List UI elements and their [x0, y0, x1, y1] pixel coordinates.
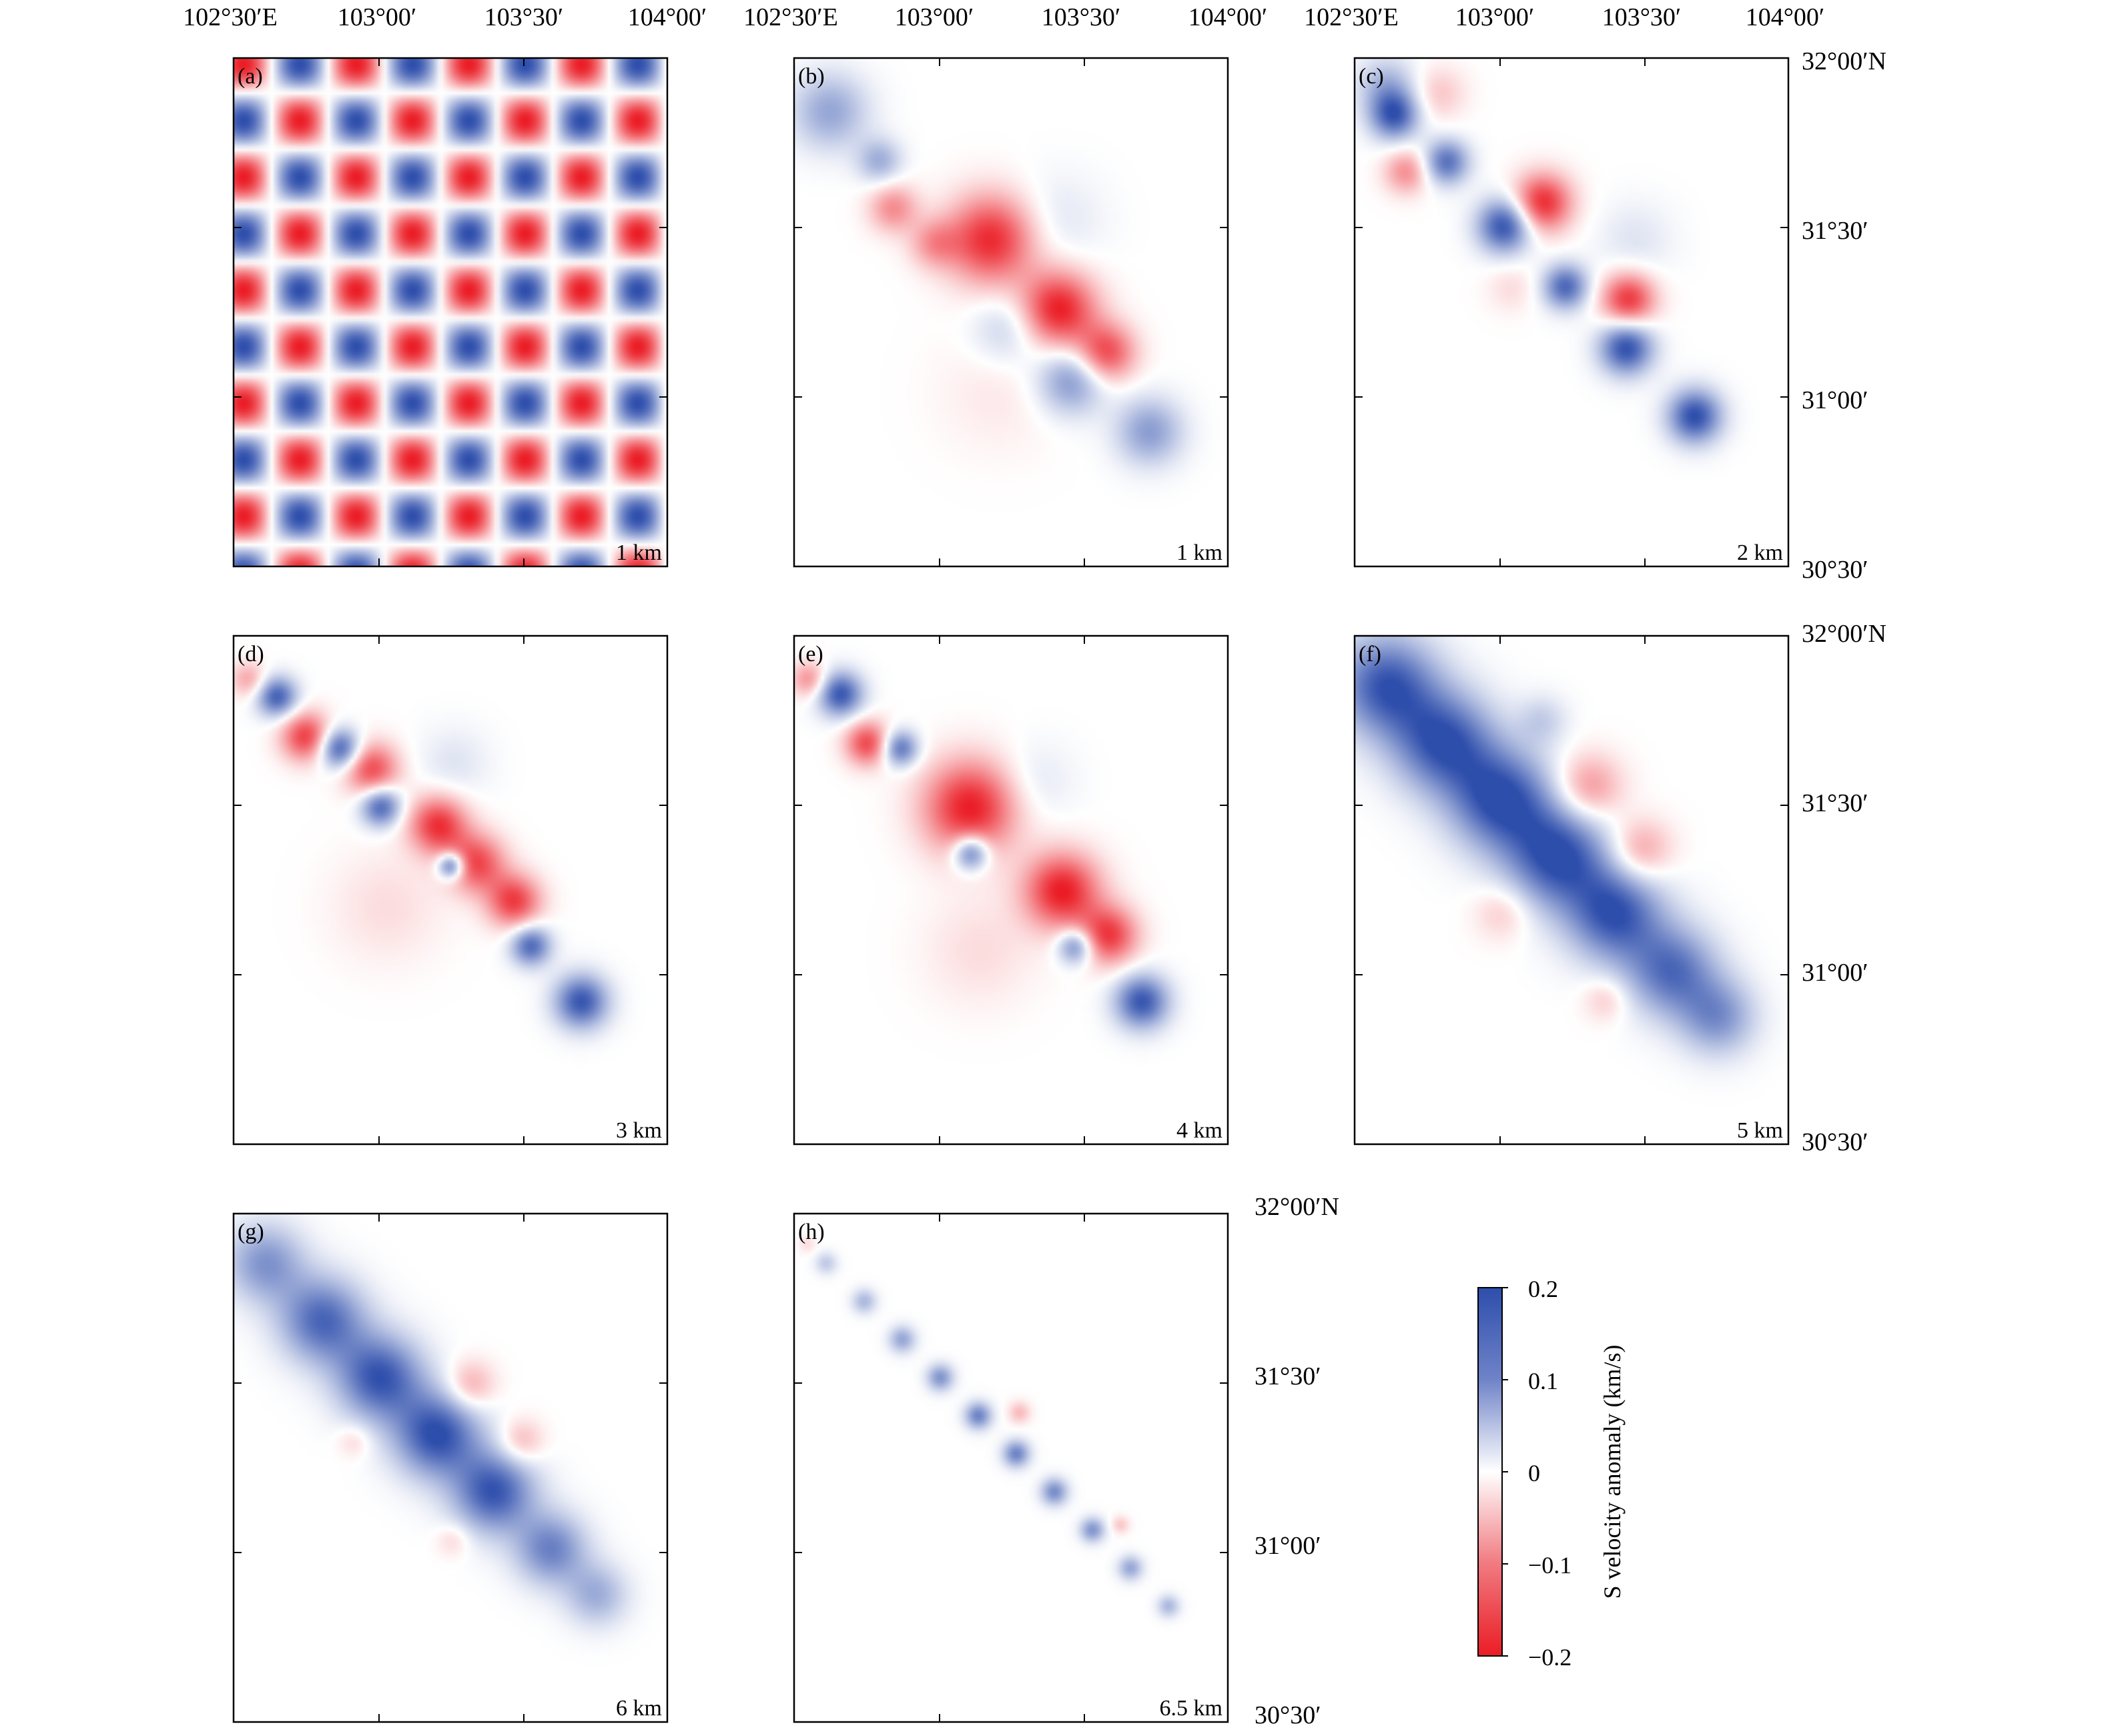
lon-label: 102°30′E — [743, 3, 838, 31]
lat-label: 32°00′N — [1255, 1193, 1339, 1221]
velocity-anomaly-map — [234, 636, 667, 1144]
colorbar-ramp — [1477, 1287, 1503, 1657]
depth-label: 6 km — [616, 1696, 662, 1721]
lat-label: 31°30′ — [1802, 217, 1868, 245]
lon-label: 102°30′E — [183, 3, 278, 31]
panel-frame — [793, 57, 1229, 568]
panel-label: (h) — [798, 1220, 825, 1244]
lat-label: 31°30′ — [1802, 789, 1868, 817]
colorbar-tick-label: −0.1 — [1528, 1552, 1571, 1579]
panel-e: (e) 4 km — [793, 634, 1229, 1146]
lat-label: 32°00′N — [1802, 620, 1886, 648]
panel-frame — [793, 634, 1229, 1146]
panel-frame — [232, 57, 669, 568]
panel-c: (c) 2 km — [1353, 57, 1790, 568]
panel-frame — [232, 1212, 669, 1723]
colorbar-tick-label: 0.1 — [1528, 1368, 1558, 1394]
panel-label: (b) — [798, 64, 825, 89]
depth-label: 1 km — [1176, 540, 1222, 565]
panel-frame — [1353, 57, 1790, 568]
velocity-anomaly-map — [794, 1214, 1228, 1722]
panel-label: (a) — [238, 64, 263, 89]
velocity-anomaly-map — [794, 636, 1228, 1144]
panel-f: (f) 5 km — [1353, 634, 1790, 1146]
depth-label: 3 km — [616, 1118, 662, 1143]
lat-label: 31°00′ — [1802, 959, 1868, 987]
depth-label: 1 km — [616, 540, 662, 565]
lat-label: 31°00′ — [1802, 386, 1868, 414]
velocity-anomaly-map — [1355, 636, 1788, 1144]
depth-label: 4 km — [1176, 1118, 1222, 1143]
depth-label: 5 km — [1737, 1118, 1783, 1143]
lon-label: 103°00′ — [1455, 3, 1535, 31]
panel-h: (h) 6.5 km — [793, 1212, 1229, 1723]
panel-label: (c) — [1359, 64, 1384, 89]
panel-frame — [232, 634, 669, 1146]
lon-label: 104°00′ — [1188, 3, 1268, 31]
lat-label: 30°30′ — [1802, 556, 1868, 584]
lat-label: 30°30′ — [1255, 1701, 1321, 1729]
velocity-anomaly-map — [234, 58, 667, 566]
lat-label: 32°00′N — [1802, 47, 1886, 75]
lat-label: 31°00′ — [1255, 1532, 1321, 1560]
depth-label: 2 km — [1737, 540, 1783, 565]
colorbar-tick-label: 0.2 — [1528, 1276, 1558, 1302]
panel-label: (g) — [238, 1220, 264, 1244]
panel-label: (e) — [798, 642, 823, 667]
lon-label: 103°30′ — [1042, 3, 1121, 31]
axis-labels: 102°30′E 103°00′ 103°30′ 104°00′ 102°30′… — [183, 3, 1886, 1729]
panel-frame — [793, 1212, 1229, 1723]
panel-b: (b) 1 km — [793, 57, 1229, 568]
colorbar-label: S velocity anomaly (km/s) — [1599, 1345, 1626, 1599]
lon-label: 104°00′ — [1746, 3, 1825, 31]
depth-label: 6.5 km — [1160, 1696, 1222, 1721]
panel-label: (d) — [238, 642, 264, 667]
lon-label: 103°00′ — [895, 3, 974, 31]
panel-a: (a) 1 km — [232, 57, 669, 568]
panel-label: (f) — [1359, 642, 1381, 667]
lon-label: 103°00′ — [338, 3, 417, 31]
panel-g: (g) 6 km — [232, 1212, 669, 1723]
panels-layer: (a) 1 km (b) 1 km (c) 2 km (d) 3 km (e) 4 km (f) 5 … — [232, 57, 1790, 1723]
lat-label: 30°30′ — [1802, 1128, 1868, 1156]
colorbar: 0.2 0.1 0 −0.1 −0.2 S velocity anomaly (… — [1477, 1276, 1626, 1671]
lon-label: 103°30′ — [484, 3, 564, 31]
panel-frame — [1353, 634, 1790, 1146]
lon-label: 102°30′E — [1304, 3, 1399, 31]
panel-d: (d) 3 km — [232, 634, 669, 1146]
velocity-anomaly-map — [794, 58, 1228, 566]
colorbar-tick-label: 0 — [1528, 1460, 1540, 1486]
colorbar-tick-label: −0.2 — [1528, 1644, 1571, 1671]
lat-label: 31°30′ — [1255, 1362, 1321, 1390]
lon-label: 104°00′ — [628, 3, 707, 31]
lon-label: 103°30′ — [1602, 3, 1682, 31]
velocity-anomaly-map — [234, 1214, 667, 1722]
velocity-anomaly-map — [1355, 58, 1788, 566]
